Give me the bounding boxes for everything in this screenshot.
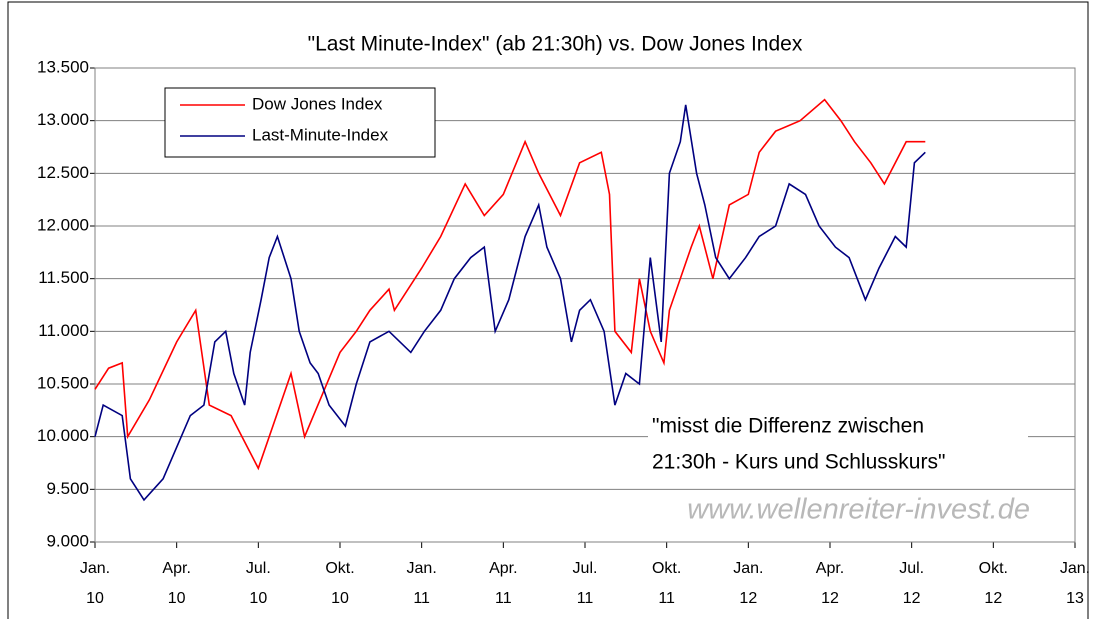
y-tick-label: 13.000: [37, 110, 89, 129]
x-tick-label: Apr. 11: [489, 560, 518, 607]
y-tick-label: 9.500: [46, 479, 89, 498]
legend: Dow Jones Index Last-Minute-Index: [164, 87, 436, 158]
y-tick-label: 11.500: [38, 268, 89, 287]
x-tick-label: Jan. 13: [1059, 560, 1091, 607]
y-tick-label: 13.500: [37, 57, 89, 76]
chart-title: "Last Minute-Index" (ab 21:30h) vs. Dow …: [308, 33, 803, 56]
x-tick-label: Jan. 10: [79, 560, 111, 607]
y-tick-label: 12.000: [37, 215, 89, 234]
y-tick-label: 9.000: [46, 531, 89, 550]
legend-label: Last-Minute-Index: [252, 125, 389, 144]
y-tick-label: 11.000: [38, 321, 89, 340]
x-tick-label: Okt. 10: [325, 560, 355, 607]
series-line: [94, 104, 926, 502]
x-tick-label: Jan. 11: [406, 560, 437, 607]
x-tick-label: Jan. 12: [733, 560, 764, 607]
y-tick-label: 12.500: [37, 163, 89, 182]
y-tick-label: 10.500: [37, 373, 89, 392]
x-tick-label: Jul. 10: [245, 560, 271, 607]
series-line: [94, 98, 926, 471]
watermark: www.wellenreiter-invest.de: [687, 494, 1030, 526]
annotation: "misst die Differenz zwischen: [652, 415, 924, 438]
x-tick-label: Okt. 12: [978, 560, 1008, 607]
x-tick-label: Okt. 11: [651, 560, 682, 607]
x-tick-label: Apr. 10: [162, 560, 191, 607]
x-tick-label: Apr. 12: [815, 560, 845, 607]
legend-box: [164, 87, 436, 158]
annotation-box: [648, 412, 1028, 482]
lines: [94, 98, 926, 502]
frame: [7, 1, 1089, 619]
y-tick-label: 10.000: [37, 426, 89, 445]
plot-area: [94, 67, 1076, 543]
x-tick-label: Jul. 11: [572, 560, 598, 607]
x-tick-label: Jul. 12: [899, 560, 925, 607]
annotation: 21:30h - Kurs und Schlusskurs": [652, 451, 945, 474]
legend-label: Dow Jones Index: [252, 94, 383, 113]
